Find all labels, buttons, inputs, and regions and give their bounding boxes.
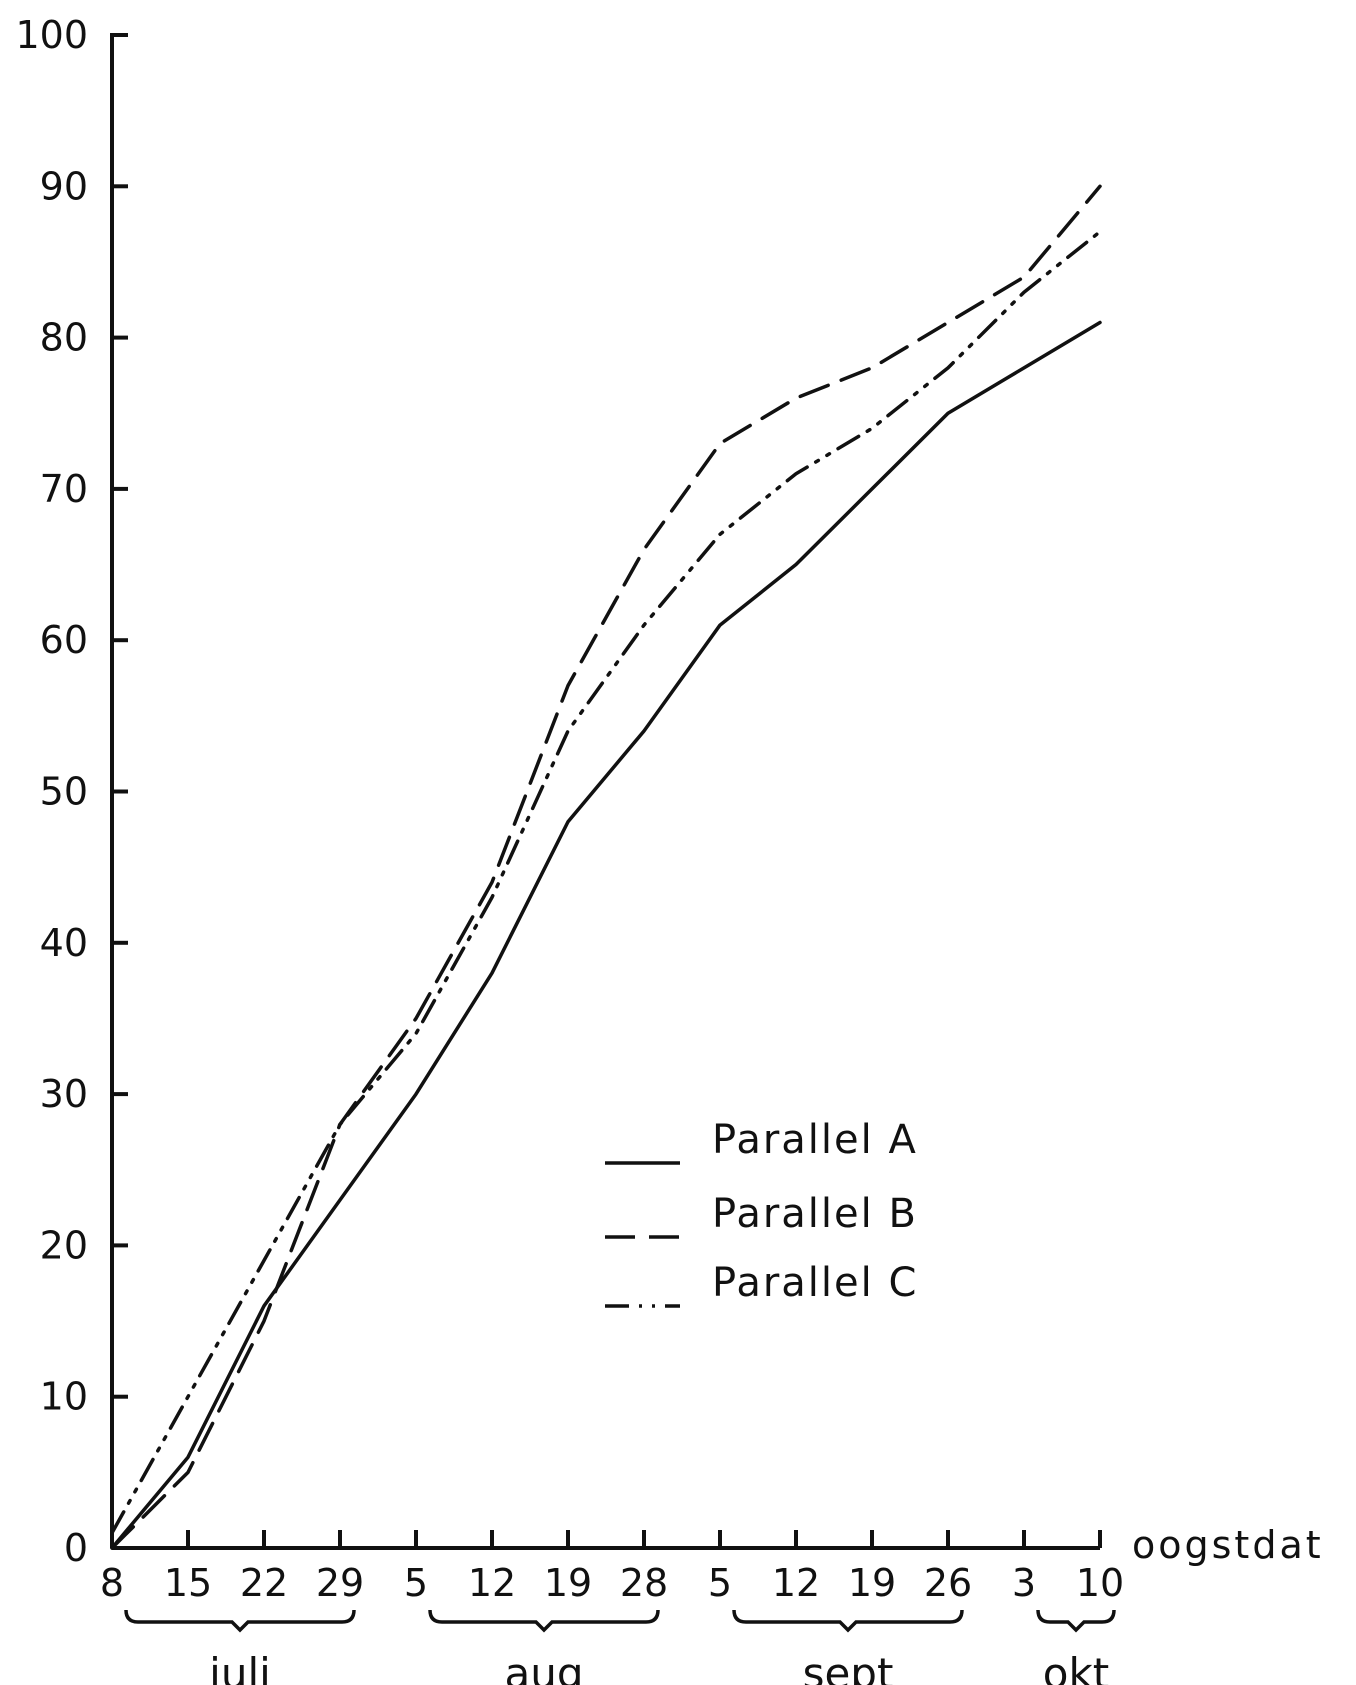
x-tick-label: 3: [1012, 1561, 1036, 1605]
y-tick-label: 70: [40, 467, 88, 511]
x-tick-label: 5: [708, 1561, 732, 1605]
x-tick-label: 5: [404, 1561, 428, 1605]
series-line-2: [110, 184, 1102, 1550]
y-tick-label: 30: [40, 1072, 88, 1116]
y-tick-label: 20: [40, 1223, 88, 1267]
legend: Parallel A Parallel B Parallel C: [605, 1117, 918, 1308]
x-tick-label: 19: [544, 1561, 592, 1605]
series-line-3: [110, 229, 1102, 1535]
series-line-1: [110, 320, 1102, 1550]
x-tick-label: 29: [316, 1561, 364, 1605]
x-tick-label: 28: [620, 1561, 668, 1605]
x-tick-label: 22: [240, 1561, 288, 1605]
x-tick-label: 12: [772, 1561, 820, 1605]
month-brackets: juli aug sept okt: [124, 1609, 1116, 1685]
y-tick-label: 100: [15, 13, 88, 57]
x-tick-label: 12: [468, 1561, 516, 1605]
x-tick-label: 26: [924, 1561, 972, 1605]
series-lines: [110, 184, 1102, 1550]
month-bracket: [1036, 1609, 1116, 1633]
legend-label: Parallel A: [712, 1117, 918, 1163]
legend-label: Parallel B: [712, 1191, 918, 1237]
x-axis-title: oogstdat: [1132, 1523, 1324, 1567]
x-tick-label: 8: [100, 1561, 124, 1605]
y-tick-label: 0: [64, 1526, 88, 1570]
month-label: okt: [1043, 1649, 1110, 1685]
month-label: juli: [208, 1649, 271, 1685]
axes: [110, 33, 1100, 1550]
legend-label: Parallel C: [712, 1260, 918, 1306]
month-bracket: [732, 1609, 964, 1633]
y-tick-label: 90: [40, 164, 88, 208]
y-tick-label: 10: [40, 1375, 88, 1419]
y-tick-label: 80: [40, 316, 88, 360]
y-tick-label: 40: [40, 921, 88, 965]
x-tick-label: 19: [848, 1561, 896, 1605]
month-bracket: [428, 1609, 660, 1633]
month-bracket: [124, 1609, 356, 1633]
month-label: sept: [803, 1649, 894, 1685]
y-tick-label: 60: [40, 618, 88, 662]
y-tick-label: 50: [40, 770, 88, 814]
x-tick-label: 15: [164, 1561, 212, 1605]
x-tick-label: 10: [1076, 1561, 1124, 1605]
ticks: 0 10 20 30 40 50 60 70 80 90 100 8 15 22 29 5 12 19 28 5 12 1…: [15, 13, 1124, 1605]
month-label: aug: [504, 1649, 583, 1685]
